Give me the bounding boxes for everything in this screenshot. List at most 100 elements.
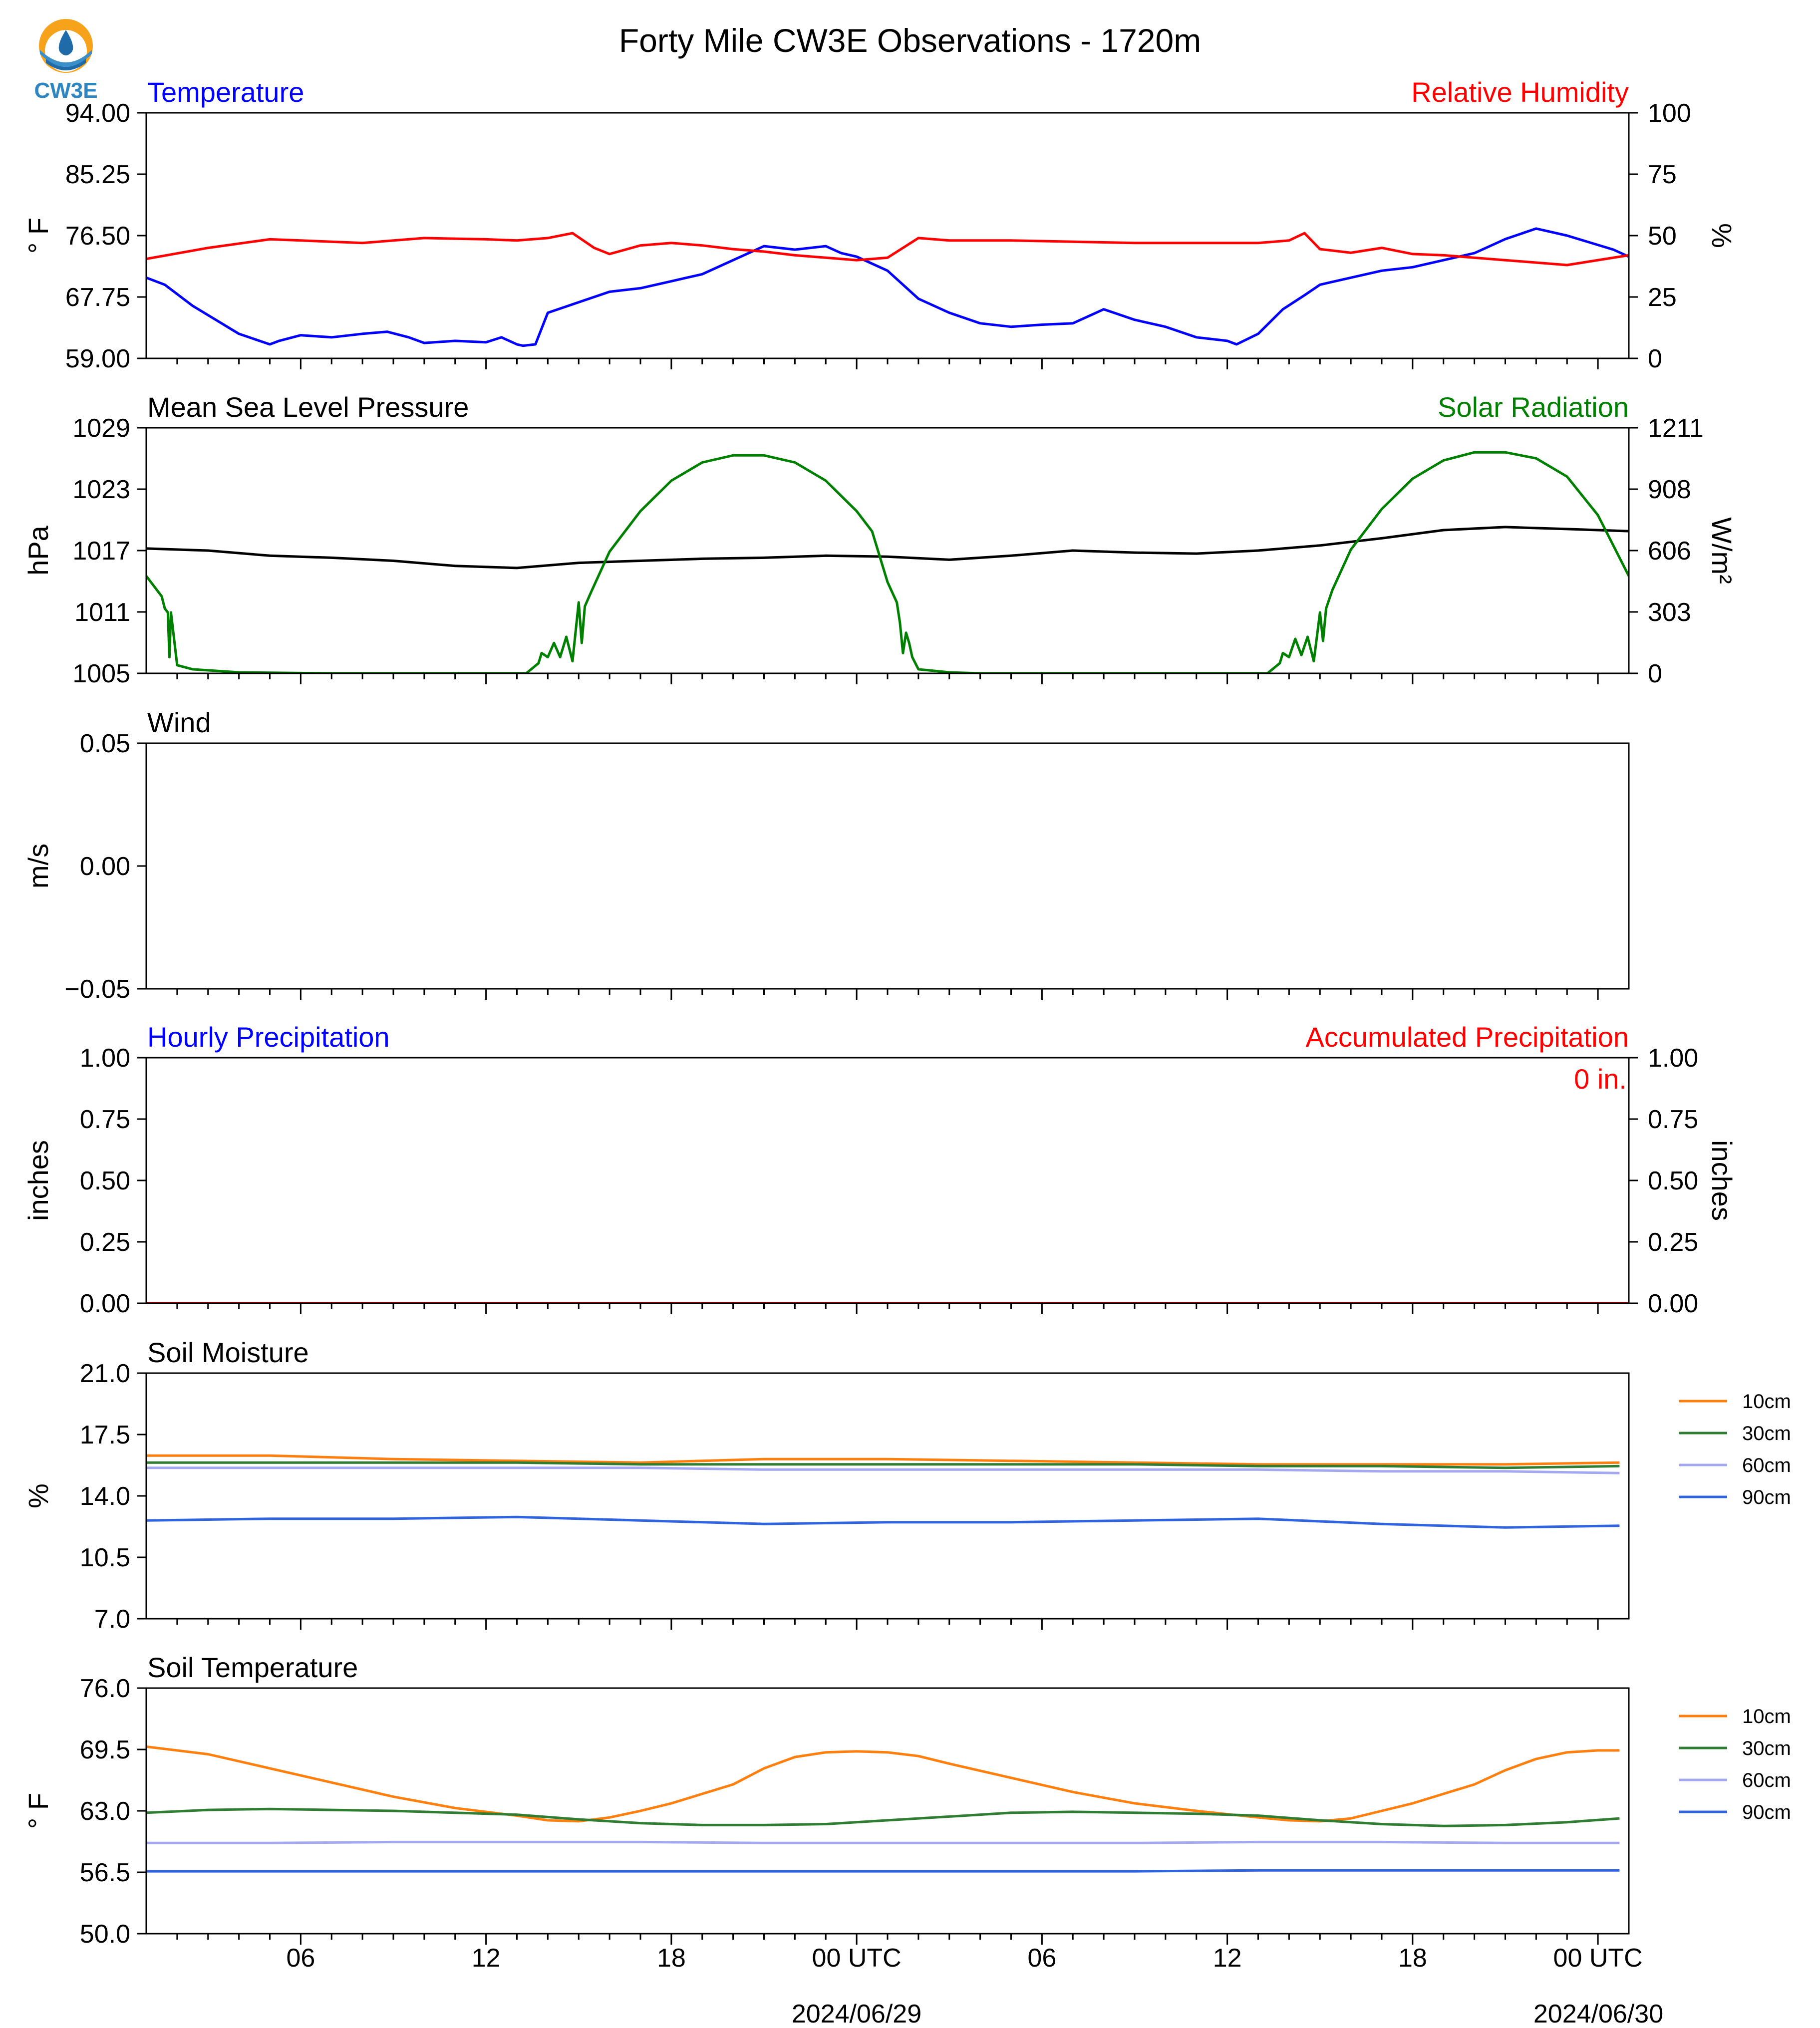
panel-title-right: Solar Radiation [1438,391,1629,423]
y-tick-label-left: 1017 [72,537,130,566]
y-tick-label-right: 50 [1648,222,1677,251]
y-tick-label-left: 59.00 [65,344,130,373]
y-axis-label-left: ° F [22,1793,54,1829]
series-line-temperature [146,227,1629,347]
x-tick-label: 12 [472,1944,501,1973]
y-tick-label-left: 56.5 [80,1858,130,1887]
x-tick-label: 18 [657,1944,686,1973]
y-axis-label-right: W/m² [1706,517,1738,584]
soil_moisture-series [146,1454,1620,1529]
series-line-30cm [146,1461,1620,1469]
y-tick-label-left: 17.5 [80,1421,130,1449]
series-line-90cm [146,1869,1620,1873]
panels: 59.00 67.75 76.50 85.25 94.00 0 25 50 75 100 Tempe… [22,76,1791,1949]
date-label-2: 2024/06/30 [1533,2000,1663,2028]
y-tick-label-left: 0.00 [80,852,130,881]
y-tick-label-right: 908 [1648,475,1691,504]
y-tick-label-right: 100 [1648,99,1691,128]
legend-label: 30cm [1742,1738,1791,1759]
panel-title-left: Soil Moisture [147,1337,309,1368]
series-line-10cm [146,1745,1620,1823]
legend-label: 60cm [1742,1769,1791,1791]
y-tick-label-left: 76.50 [65,222,130,251]
x-tick-label: 06 [1027,1944,1056,1973]
y-tick-label-right: 0.75 [1648,1105,1698,1134]
series-line-mean-sea-level-pressure [146,526,1629,570]
y-axis-label-right: % [1706,223,1738,248]
y-tick-label-left: 1029 [72,414,130,443]
panel-temperature_rh: 59.00 67.75 76.50 85.25 94.00 0 25 50 75 100 Tempe… [22,76,1738,373]
y-tick-label-right: 75 [1648,160,1677,189]
y-tick-label-left: 0.75 [80,1105,130,1134]
series-line-10cm [146,1454,1620,1466]
y-tick-label-left: 50.0 [80,1920,130,1949]
panel-title-left: Temperature [147,76,304,108]
legend-label: 10cm [1742,1391,1791,1413]
panel-precipitation: 0.00 0.25 0.50 0.75 1.00 0.00 0.25 0.50 0.75 1.00… [22,1021,1738,1318]
y-axis-label-right: inches [1706,1140,1738,1221]
y-tick-label-left: 63.0 [80,1797,130,1826]
y-axis-label-left: hPa [22,525,54,575]
panel-title-right: Relative Humidity [1411,76,1629,108]
y-tick-label-right: 606 [1648,537,1691,566]
x-tick-label: 06 [286,1944,315,1973]
y-tick-label-right: 0.00 [1648,1289,1698,1318]
soil_moisture-legend: 10cm 30cm 60cm 90cm [1679,1391,1791,1508]
legend-label: 30cm [1742,1423,1791,1445]
time-axis-labels: 06 12 18 00 UTC 06 12 18 00 UTC 2024/06/29 2024… [286,1944,1663,2028]
series-line-30cm [146,1807,1620,1827]
soil_temperature-legend: 10cm 30cm 60cm 90cm [1679,1706,1791,1823]
y-tick-label-left: 1011 [74,598,130,627]
y-tick-label-left: 1.00 [80,1044,130,1073]
y-tick-label-left: 0.50 [80,1166,130,1195]
series-line-90cm [146,1515,1620,1529]
y-tick-label-left: 21.0 [80,1359,130,1388]
panel-title-right: Accumulated Precipitation [1306,1021,1629,1053]
y-axis-label-left: ° F [22,218,54,254]
y-tick-label-left: 0.05 [80,729,130,758]
accumulated-total-label: 0 in. [1574,1063,1627,1095]
soil_temperature-series [146,1745,1620,1873]
y-tick-label-right: 303 [1648,598,1691,627]
y-tick-label-left: 1005 [72,659,130,688]
panel-wind: −0.05 0.00 0.05 Wind m/s [22,707,1630,1004]
y-tick-label-right: 0 [1648,659,1662,688]
y-tick-label-left: 67.75 [65,283,130,312]
series-line-60cm [146,1840,1620,1844]
y-tick-label-left: 94.00 [65,99,130,128]
y-tick-label-left: 76.0 [80,1674,130,1703]
y-tick-label-left: −0.05 [64,975,130,1004]
y-tick-label-right: 0.25 [1648,1228,1698,1257]
y-tick-label-left: 7.0 [94,1605,130,1634]
panel-title-left: Mean Sea Level Pressure [147,391,469,423]
x-tick-label: 00 UTC [812,1944,902,1973]
series-line-relative-humidity [146,232,1629,267]
figure-title: Forty Mile CW3E Observations - 1720m [619,22,1201,59]
y-axis-label-left: m/s [22,844,54,888]
y-tick-label-left: 0.00 [80,1289,130,1318]
y-tick-label-right: 1211 [1648,414,1704,443]
y-tick-label-left: 14.0 [80,1482,130,1511]
y-tick-label-left: 85.25 [65,160,130,189]
y-axis-label-left: inches [22,1140,54,1221]
y-tick-label-left: 1023 [72,475,130,504]
panel-title-left: Wind [147,707,211,738]
series-line-solar-radiation [146,451,1629,673]
y-tick-label-left: 10.5 [80,1543,130,1572]
panel-soil_temperature: 50.0 56.5 63.0 69.5 76.0 Soil Temperature ° F 1… [22,1652,1791,1949]
legend-label: 90cm [1742,1801,1791,1823]
y-axis-label-left: % [22,1483,54,1508]
x-tick-label: 12 [1213,1944,1242,1973]
panel-soil_moisture: 7.0 10.5 14.0 17.5 21.0 Soil Moisture% 10cm 30c… [22,1337,1791,1634]
panel-pressure_solar: 1005 1011 1017 1023 1029 0 303 606 908 1211 Mean S… [22,391,1738,688]
y-tick-label-right: 0 [1648,344,1662,373]
y-tick-label-left: 0.25 [80,1228,130,1257]
logo-text: CW3E [34,78,97,103]
y-tick-label-right: 25 [1648,283,1677,312]
x-tick-label: 00 UTC [1553,1944,1643,1973]
pressure_solar-series [146,451,1629,673]
legend-label: 60cm [1742,1454,1791,1476]
cw3e-logo: CW3E [34,19,98,103]
y-tick-label-right: 0.50 [1648,1166,1698,1195]
